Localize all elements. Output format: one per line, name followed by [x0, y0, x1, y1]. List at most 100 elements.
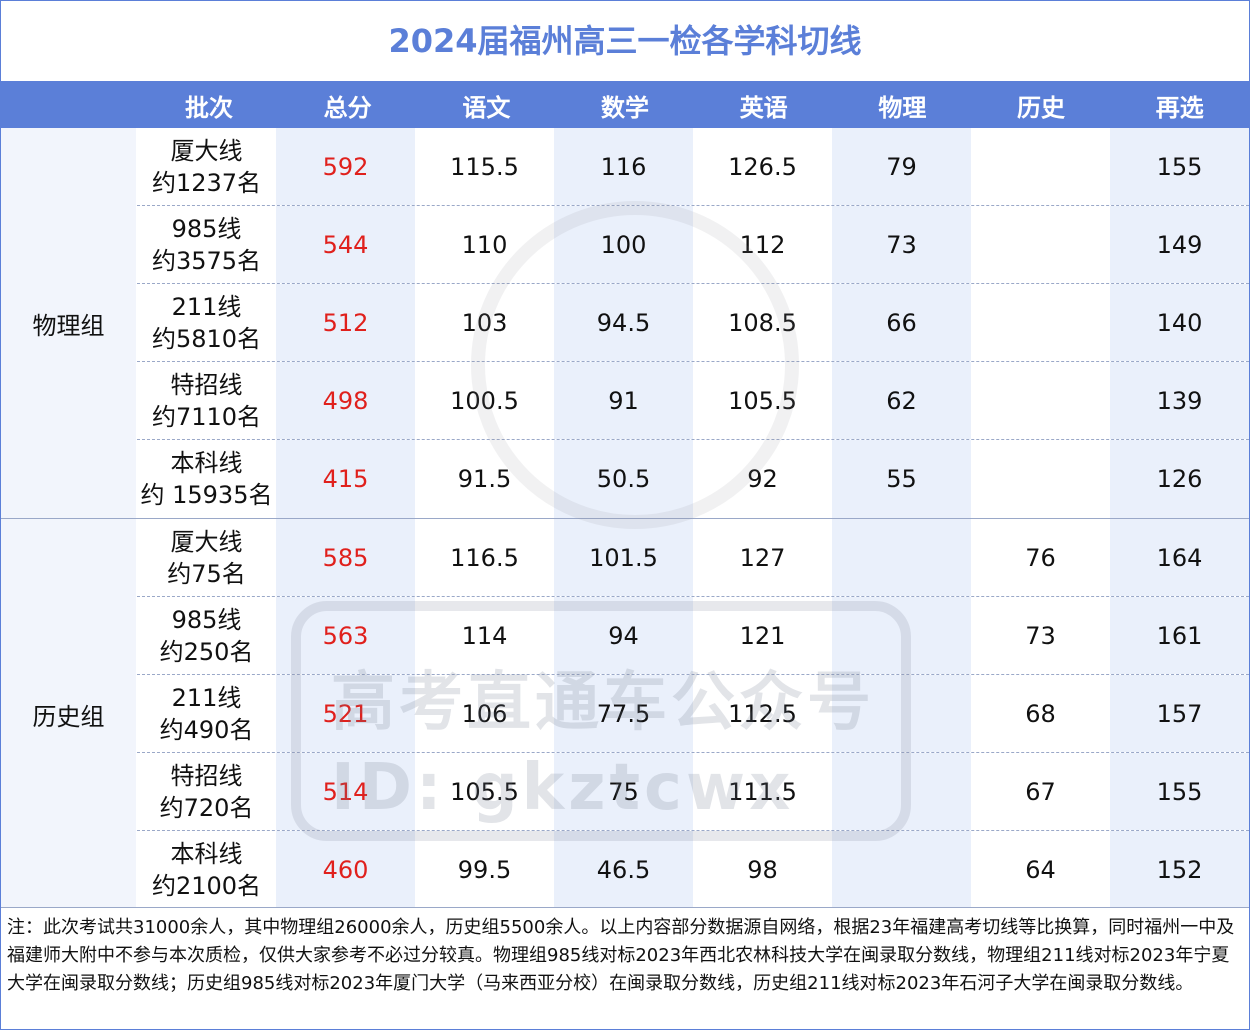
- chinese-cell: 99.5: [415, 831, 554, 909]
- table-body: 物理组 厦大线 约1237名 592 115.5 116 126.5 79 155…: [1, 128, 1249, 909]
- header-history: 历史: [1017, 93, 1066, 122]
- history-cell: 76: [971, 519, 1110, 596]
- physics-cell: 79: [832, 128, 971, 205]
- history-group: 历史组 厦大线 约75名 585 116.5 101.5 127 76 164 9…: [1, 519, 1249, 909]
- table-row: 特招线 约7110名 498 100.5 91 105.5 62 139: [137, 362, 1249, 440]
- elective-cell: 155: [1110, 128, 1249, 205]
- english-cell: 111.5: [693, 753, 832, 830]
- table-row: 985线 约3575名 544 110 100 112 73 149: [137, 206, 1249, 284]
- batch-name: 211线: [171, 292, 242, 321]
- batch-cell: 985线约250名: [137, 597, 276, 674]
- header-elective: 再选: [1155, 93, 1204, 122]
- batch-cell: 厦大线约75名: [137, 519, 276, 596]
- table-row: 211线 约490名 521 106 77.5 112.5 68 157: [137, 675, 1249, 753]
- math-cell: 116: [554, 128, 693, 205]
- chinese-cell: 91.5: [415, 440, 554, 518]
- header-chinese: 语文: [462, 93, 511, 122]
- batch-name: 985线: [171, 214, 242, 243]
- batch-cell: 985线 约3575名: [137, 206, 276, 283]
- header-english: 英语: [739, 93, 788, 122]
- physics-cell: [832, 519, 971, 596]
- math-cell: 100: [554, 206, 693, 283]
- batch-cell: 本科线约2100名: [137, 831, 276, 909]
- chinese-cell: 114: [415, 597, 554, 674]
- math-cell: 101.5: [554, 519, 693, 596]
- table-row: 本科线 约2100名 460 99.5 46.5 98 64 152: [137, 831, 1249, 909]
- batch-name: 特招线: [170, 761, 243, 790]
- math-cell: 46.5: [554, 831, 693, 909]
- math-cell: 94: [554, 597, 693, 674]
- table-header: 批次 总分 语文 数学 英语 物理 历史 再选: [1, 82, 1249, 128]
- table-row: 厦大线约1237名 592 115.5 116 126.5 79 155: [137, 128, 1249, 206]
- batch-name: 厦大线: [170, 527, 243, 556]
- history-cell: 67: [971, 753, 1110, 830]
- history-cell: [971, 440, 1110, 518]
- elective-cell: 152: [1110, 831, 1249, 909]
- batch-rank: 约250名: [159, 637, 254, 666]
- batch-name: 本科线: [170, 449, 243, 477]
- batch-rank: 约2100名: [151, 872, 262, 900]
- total-cell: 498: [276, 362, 415, 439]
- elective-cell: 157: [1110, 675, 1249, 752]
- batch-name: 985线: [171, 605, 242, 634]
- english-cell: 126.5: [693, 128, 832, 205]
- header-math: 数学: [601, 93, 650, 122]
- batch-name: 厦大线: [170, 136, 243, 165]
- history-cell: [971, 284, 1110, 361]
- elective-cell: 126: [1110, 440, 1249, 518]
- header-batch: 批次: [185, 93, 233, 122]
- physics-group: 物理组 厦大线约1237名 592 115.5 116 126.5 79 155…: [1, 128, 1249, 519]
- english-cell: 127: [693, 519, 832, 596]
- table-row: 985线 约250名 563 114 94 121 73 161: [137, 597, 1249, 675]
- english-cell: 121: [693, 597, 832, 674]
- batch-name: 211线: [171, 683, 242, 712]
- header-physics: 物理: [878, 93, 927, 122]
- physics-cell: [832, 597, 971, 674]
- chinese-cell: 115.5: [415, 128, 554, 205]
- total-cell: 592: [276, 128, 415, 205]
- elective-cell: 161: [1110, 597, 1249, 674]
- batch-rank: 约 15935名: [140, 481, 273, 509]
- english-cell: 105.5: [693, 362, 832, 439]
- chinese-cell: 106: [415, 675, 554, 752]
- history-cell: 73: [971, 597, 1110, 674]
- physics-cell: [832, 753, 971, 830]
- batch-name: 本科线: [170, 840, 243, 868]
- batch-rank: 约490名: [159, 715, 254, 744]
- chinese-cell: 103: [415, 284, 554, 361]
- physics-cell: 66: [832, 284, 971, 361]
- history-cell: 68: [971, 675, 1110, 752]
- total-cell: 415: [276, 440, 415, 518]
- batch-rank: 约720名: [159, 793, 254, 822]
- batch-rank: 约1237名: [151, 168, 262, 197]
- total-cell: 544: [276, 206, 415, 283]
- english-cell: 98: [693, 831, 832, 909]
- total-cell: 514: [276, 753, 415, 830]
- elective-cell: 139: [1110, 362, 1249, 439]
- chinese-cell: 100.5: [415, 362, 554, 439]
- physics-cell: [832, 675, 971, 752]
- total-cell: 512: [276, 284, 415, 361]
- physics-cell: 62: [832, 362, 971, 439]
- elective-cell: 164: [1110, 519, 1249, 596]
- group-label-history: 历史组: [1, 519, 137, 909]
- english-cell: 108.5: [693, 284, 832, 361]
- batch-rank: 约75名: [167, 559, 246, 588]
- elective-cell: 155: [1110, 753, 1249, 830]
- math-cell: 94.5: [554, 284, 693, 361]
- physics-cell: 55: [832, 440, 971, 518]
- footnote: 注：此次考试共31000余人，其中物理组26000余人，历史组5500余人。以上…: [1, 907, 1249, 998]
- header-total: 总分: [323, 93, 372, 122]
- history-cell: [971, 206, 1110, 283]
- batch-rank: 约7110名: [151, 402, 262, 431]
- english-cell: 112: [693, 206, 832, 283]
- page-title: 2024届福州高三一检各学科切线: [1, 1, 1249, 82]
- chinese-cell: 110: [415, 206, 554, 283]
- group-label-physics: 物理组: [1, 128, 137, 518]
- batch-cell: 厦大线约1237名: [137, 128, 276, 205]
- total-cell: 460: [276, 831, 415, 909]
- history-cell: [971, 362, 1110, 439]
- elective-cell: 140: [1110, 284, 1249, 361]
- table-row: 厦大线 约75名 585 116.5 101.5 127 76 164: [137, 519, 1249, 597]
